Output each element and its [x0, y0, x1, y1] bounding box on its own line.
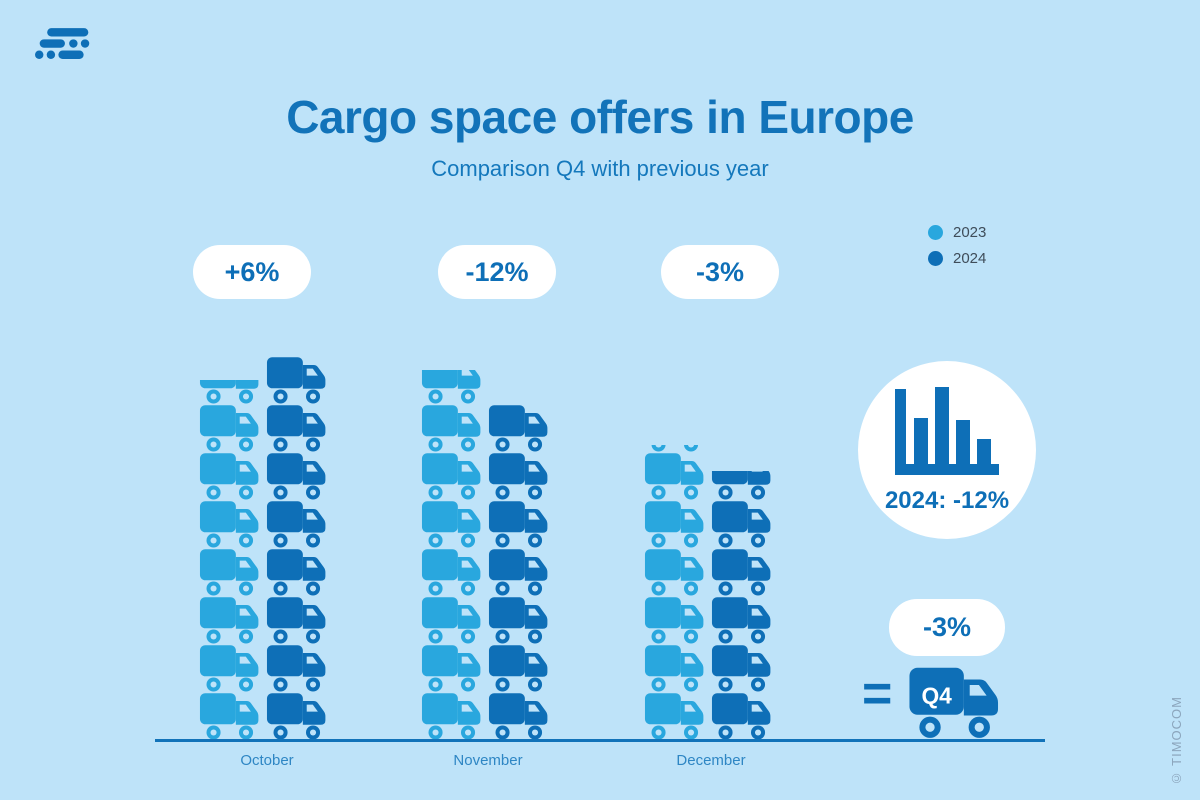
- truck-icon: [421, 692, 485, 740]
- truck-icon: [266, 356, 330, 404]
- change-badge-november: -12%: [438, 245, 556, 299]
- truck-icon: [421, 644, 485, 692]
- truck-stack-2024-december: [711, 471, 775, 740]
- legend-item-2023: 2023: [928, 224, 986, 241]
- month-group-november: [421, 370, 552, 740]
- change-badge-october: +6%: [193, 245, 311, 299]
- truck-icon: [266, 692, 330, 740]
- truck-icon: [266, 404, 330, 452]
- truck-icon: [421, 404, 485, 452]
- truck-icon: [644, 500, 708, 548]
- equals-sign: =: [862, 665, 893, 723]
- legend-dot-2023-icon: [928, 225, 943, 240]
- truck-icon: [644, 452, 708, 500]
- truck-stack-2023-december: [644, 445, 708, 740]
- truck-icon: [421, 500, 485, 548]
- truck-icon: [488, 548, 552, 596]
- bar-chart-icon: [895, 387, 999, 475]
- legend: 2023 2024: [928, 224, 986, 267]
- truck-icon: [266, 452, 330, 500]
- q4-truck-icon: Q4: [908, 666, 1005, 740]
- truck-icon: [711, 500, 775, 548]
- legend-label-2023: 2023: [953, 224, 987, 241]
- truck-icon: [266, 500, 330, 548]
- truck-stack-2023-october: [199, 380, 263, 740]
- truck-icon: [421, 548, 485, 596]
- copyright-text: © TIMOCOM: [1169, 695, 1184, 786]
- truck-icon: [488, 404, 552, 452]
- truck-icon-partial: [421, 370, 485, 404]
- month-group-october: [199, 356, 330, 740]
- truck-icon: [711, 644, 775, 692]
- truck-stack-2024-october: [266, 356, 330, 740]
- truck-icon: [488, 692, 552, 740]
- truck-icon: [199, 452, 263, 500]
- truck-icon: [421, 452, 485, 500]
- truck-stack-2024-november: [488, 404, 552, 740]
- month-label-november: November: [453, 752, 523, 769]
- truck-icon: [199, 692, 263, 740]
- truck-icon: [644, 692, 708, 740]
- month-label-december: December: [676, 752, 746, 769]
- q4-truck-label: Q4: [921, 683, 952, 709]
- truck-icon: [644, 548, 708, 596]
- truck-icon: [488, 596, 552, 644]
- truck-icon: [644, 596, 708, 644]
- month-group-december: [644, 445, 775, 740]
- page-subtitle: Comparison Q4 with previous year: [431, 156, 769, 181]
- page-title: Cargo space offers in Europe: [286, 91, 914, 143]
- legend-dot-2024-icon: [928, 251, 943, 266]
- summary-change-label: 2024: -12%: [884, 487, 1010, 514]
- truck-icon: [488, 644, 552, 692]
- truck-icon: [199, 404, 263, 452]
- timocom-logo-icon: [35, 28, 93, 60]
- chart-baseline: [155, 739, 1045, 742]
- legend-label-2024: 2024: [953, 250, 987, 267]
- truck-icon: [488, 452, 552, 500]
- truck-icon: [266, 548, 330, 596]
- truck-icon-partial: [711, 471, 775, 500]
- truck-icon: [266, 644, 330, 692]
- legend-item-2024: 2024: [928, 250, 986, 267]
- truck-icon: [711, 692, 775, 740]
- truck-icon: [711, 548, 775, 596]
- q4-change-badge: -3%: [889, 599, 1005, 656]
- summary-circle: 2024: -12%: [858, 361, 1036, 539]
- truck-icon: [266, 596, 330, 644]
- truck-icon: [199, 644, 263, 692]
- truck-icon: [711, 596, 775, 644]
- month-label-october: October: [240, 752, 294, 769]
- truck-icon-partial: [199, 380, 263, 404]
- truck-icon: [199, 596, 263, 644]
- truck-icon: [488, 500, 552, 548]
- truck-icon: [199, 548, 263, 596]
- truck-icon: [421, 596, 485, 644]
- change-badge-december: -3%: [661, 245, 779, 299]
- truck-icon: [644, 644, 708, 692]
- truck-icon: [199, 500, 263, 548]
- truck-icon-partial: [644, 445, 708, 452]
- truck-stack-2023-november: [421, 370, 485, 740]
